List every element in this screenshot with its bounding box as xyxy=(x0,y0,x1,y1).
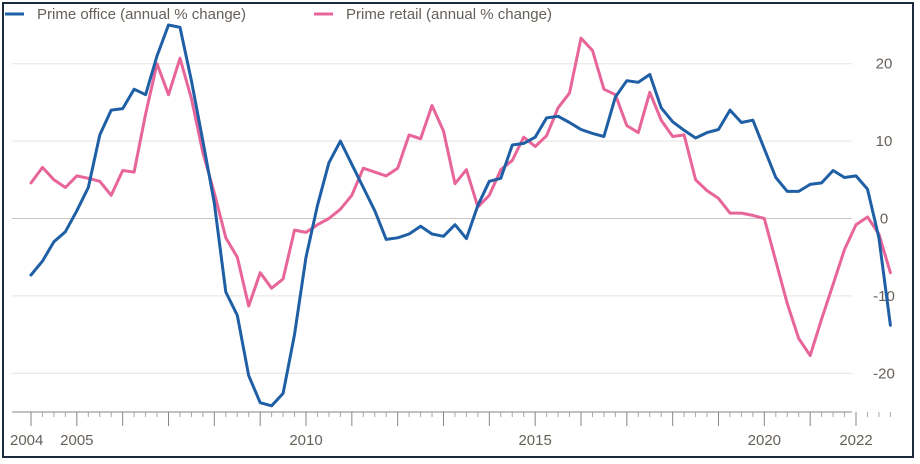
legend-label: Prime office (annual % change) xyxy=(37,6,246,23)
y-tick-label: 20 xyxy=(876,56,893,73)
legend-label: Prime retail (annual % change) xyxy=(346,6,552,23)
chart-frame: 2004 2005 2010 2015 2020 2022 20 10 0 -10 -20 Pri… xyxy=(2,2,914,458)
legend: Prime office (annual % change) Prime reta… xyxy=(5,6,552,23)
x-tick-label: 2022 xyxy=(839,432,872,449)
y-tick-label: -20 xyxy=(873,365,895,382)
y-tick-label: 10 xyxy=(876,133,893,150)
series-line xyxy=(29,36,892,357)
series-line xyxy=(29,23,892,408)
y-axis: 20 10 0 -10 -20 xyxy=(873,56,895,383)
x-axis: 2004 2005 2010 2015 2020 2022 xyxy=(10,411,891,449)
x-tick-label: 2005 xyxy=(60,432,93,449)
x-tick-label: 2020 xyxy=(748,432,781,449)
y-tick-label: -10 xyxy=(873,288,895,305)
series-lines xyxy=(29,23,892,408)
gridlines xyxy=(12,63,852,374)
y-tick-label: 0 xyxy=(880,211,888,228)
x-tick-label: 2004 xyxy=(10,432,43,449)
x-tick-label: 2010 xyxy=(289,432,322,449)
x-tick-label: 2015 xyxy=(518,432,551,449)
